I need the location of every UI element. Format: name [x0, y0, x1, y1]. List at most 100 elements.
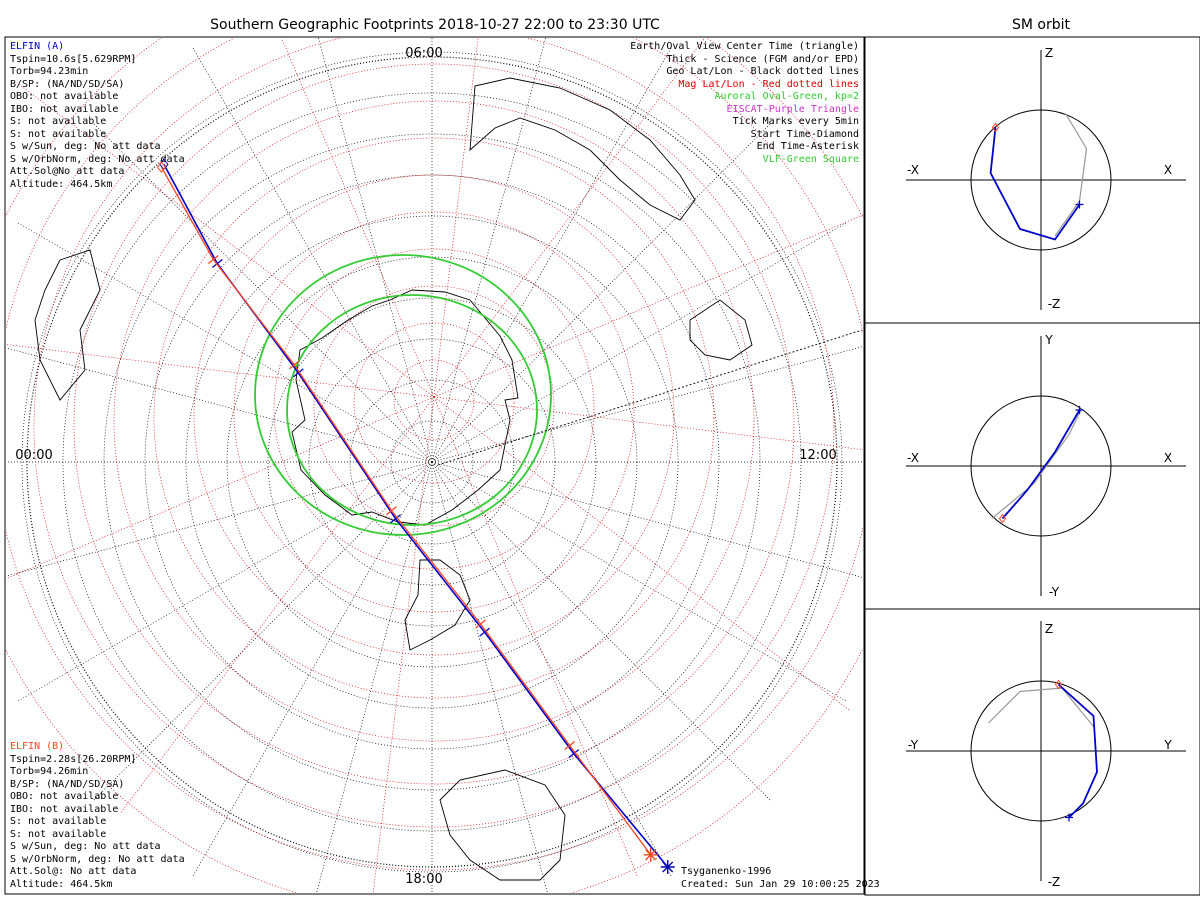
- mag-latitude-circle: [353, 322, 515, 484]
- mag-latitude-circle: [73, 63, 795, 785]
- info-b-line: S: not available: [10, 829, 106, 840]
- end-asterisk: [660, 860, 675, 874]
- mag-longitude-line: [433, 396, 863, 451]
- info-b-line: IBO: not available: [10, 804, 118, 815]
- sm-earth-circle: [970, 109, 1112, 251]
- sm-xy-neg-x-label: -X: [907, 451, 919, 465]
- geo-longitude-line: [431, 221, 848, 463]
- geo-longitude-line: [6, 347, 433, 463]
- geo-longitude-line: [431, 461, 863, 578]
- info-a-line: IBO: not available: [10, 104, 118, 115]
- sm-xz-neg-z-label: -Z: [1048, 297, 1061, 311]
- geo-longitude-line: [318, 38, 433, 463]
- info-a-line: S: not available: [10, 116, 106, 127]
- info-a-line: B/SP: (NA/ND/SD/SA): [10, 79, 124, 90]
- legend-entry: Thick - Science (FGM and/or EPD): [666, 54, 859, 65]
- sm-start-diamond: [998, 513, 1007, 524]
- legend-entry: Mag Lat/Lon - Red dotted lines: [678, 79, 859, 90]
- sm-yz-neg-y-label: -Y: [908, 738, 919, 752]
- clock-label-right: 12:00: [799, 448, 836, 463]
- info-b-line: Altitude: 464.5km: [10, 879, 112, 890]
- clock-label-bottom: 18:00: [405, 872, 442, 887]
- coastline: [404, 559, 471, 651]
- info-b-header: ELFIN (B): [10, 741, 64, 752]
- sm-yz-neg-z-label: -Z: [1048, 875, 1061, 889]
- sm-orbit-title: SM orbit: [1012, 17, 1071, 33]
- geo-longitude-line: [431, 46, 673, 463]
- info-a-header: ELFIN (A): [10, 41, 64, 52]
- geo-longitude-line: [191, 461, 433, 878]
- tick-mark: [568, 749, 580, 759]
- tick-mark: [288, 360, 300, 370]
- mag-latitude-circle: [153, 137, 715, 699]
- sm-xz-neg-x-label: -X: [907, 163, 919, 177]
- info-a-line: Torb=94.23min: [10, 66, 88, 77]
- sm-orbit-reference: [991, 408, 1083, 519]
- view-center-line: [437, 329, 863, 466]
- info-a-line: Att.Sol@No att data: [10, 166, 124, 177]
- sm-earth-circle: [970, 395, 1112, 537]
- geo-longitude-line: [431, 461, 673, 878]
- polar-map: [6, 38, 863, 893]
- geo-longitude-line: [191, 46, 433, 463]
- geo-longitude-line: [316, 461, 433, 893]
- tick-mark: [211, 259, 223, 269]
- info-elfin-b: ELFIN (B) Tspin=2.28s[26.20RPM] Torb=94.…: [10, 741, 185, 890]
- sm-end-asterisk: [1065, 813, 1073, 822]
- map-title: Southern Geographic Footprints 2018-10-2…: [210, 17, 660, 33]
- legend-entry: Auroral Oval-Green, kp=2: [715, 91, 860, 102]
- mag-longitude-line: [281, 38, 435, 398]
- geo-latitude-circle: [390, 420, 474, 504]
- credit-model: Tsyganenko-1996: [681, 866, 771, 877]
- mag-longitude-line: [6, 344, 435, 398]
- clock-label-top: 06:00: [405, 46, 442, 61]
- sm-orbit-panels: [906, 50, 1186, 881]
- legend-entry: Tick Marks every 5min: [733, 116, 859, 127]
- geo-longitude-line: [431, 38, 546, 463]
- info-b-line: S: not available: [10, 816, 106, 827]
- footprint-track: [163, 163, 669, 868]
- tick-mark: [479, 627, 491, 637]
- geo-longitude-line: [6, 461, 433, 577]
- info-a-line: OBO: not available: [10, 91, 118, 102]
- sm-yz-pos-y-label: Y: [1163, 738, 1172, 752]
- mag-latitude-circle: [113, 100, 755, 742]
- geo-longitude-line: [431, 461, 848, 703]
- geo-latitude-circle: [267, 297, 597, 627]
- mag-latitude-circle: [33, 38, 835, 828]
- sm-start-diamond: [991, 122, 1000, 133]
- info-a-line: Altitude: 464.5km: [10, 179, 112, 190]
- info-elfin-a: ELFIN (A) Tspin=10.6s[5.629RPM] Torb=94.…: [10, 41, 185, 190]
- tick-mark: [390, 514, 401, 524]
- mag-latitude-circle: [393, 359, 475, 441]
- geo-longitude-line: [16, 461, 433, 703]
- sm-xz-pos-z-label: Z: [1045, 46, 1053, 60]
- sm-end-asterisk: [1075, 406, 1084, 414]
- end-asterisk: [643, 847, 658, 862]
- legend-entry: Geo Lat/Lon - Black dotted lines: [666, 66, 859, 77]
- sm-xz-pos-x-label: X: [1164, 163, 1172, 177]
- sm-orbit-reference: [1054, 113, 1088, 237]
- tick-mark: [564, 740, 576, 751]
- mag-latitude-circle: [193, 174, 675, 656]
- credit-created: Created: Sun Jan 29 10:00:25 2023: [681, 879, 880, 890]
- sm-xy-pos-x-label: X: [1164, 451, 1172, 465]
- sm-start-diamond: [1054, 679, 1063, 690]
- info-a-line: S: not available: [10, 129, 106, 140]
- geo-longitude-line: [431, 461, 548, 893]
- info-b-line: Tspin=2.28s[26.20RPM]: [10, 754, 136, 765]
- info-a-line: S w/Sun, deg: No att data: [10, 141, 161, 152]
- sm-orbit-track: [1057, 683, 1098, 819]
- mag-longitude-line: [120, 396, 435, 813]
- start-diamond: [156, 161, 167, 173]
- coastline: [469, 77, 696, 221]
- legend-entry: VLF-Green Square: [763, 154, 859, 165]
- tick-mark: [475, 619, 487, 629]
- tick-mark: [292, 368, 304, 378]
- auroral-oval-outer: [254, 254, 552, 536]
- info-b-line: OBO: not available: [10, 791, 118, 802]
- info-b-line: Torb=94.26min: [10, 766, 88, 777]
- geo-longitude-line: [16, 221, 433, 463]
- map-content: [6, 38, 863, 893]
- legend-entry: EISCAT-Purple Triangle: [727, 104, 859, 115]
